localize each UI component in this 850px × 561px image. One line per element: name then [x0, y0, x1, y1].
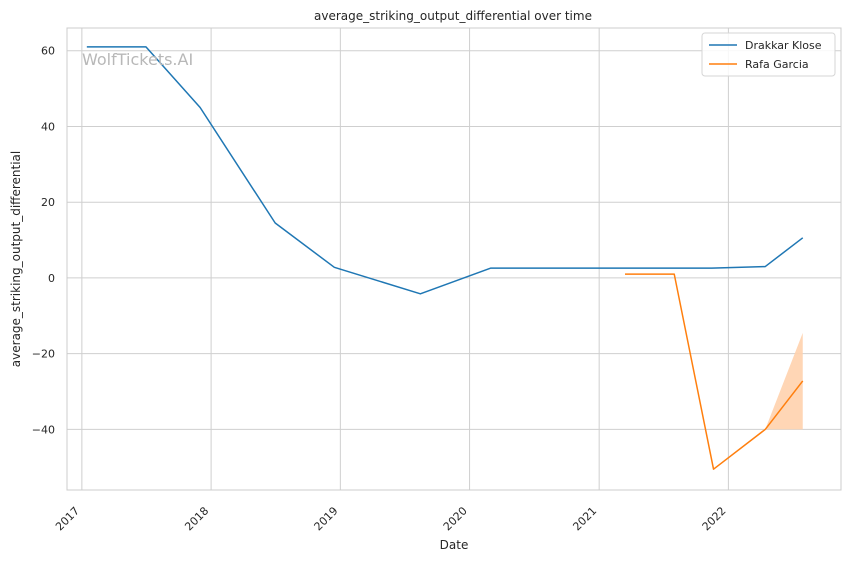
watermark-text: WolfTickets.AI	[82, 50, 193, 69]
y-tick-label: 40	[41, 120, 55, 133]
chart-title: average_striking_output_differential ove…	[314, 9, 592, 23]
series-lines	[86, 46, 804, 470]
legend-label-drakkar-klose: Drakkar Klose	[745, 39, 822, 52]
y-tick-labels: −40 −20 0 20 40 60	[32, 45, 55, 437]
y-tick-label: −20	[32, 348, 55, 361]
y-tick-label: −40	[32, 423, 55, 436]
confidence-band-rafa-garcia	[765, 332, 803, 430]
legend-label-rafa-garcia: Rafa Garcia	[745, 58, 809, 71]
y-axis-title: average_striking_output_differential	[9, 151, 23, 367]
series-line-rafa-garcia	[625, 273, 804, 470]
y-tick-label: 0	[48, 272, 55, 285]
y-tick-label: 20	[41, 196, 55, 209]
y-tick-label: 60	[41, 45, 55, 58]
legend-box	[701, 32, 836, 77]
series-line-drakkar-klose	[86, 46, 804, 295]
plot-frame	[66, 27, 842, 491]
x-axis-title: Date	[440, 538, 469, 552]
legend: Drakkar Klose Rafa Garcia	[701, 32, 836, 77]
grid-lines	[67, 28, 841, 490]
confidence-bands	[765, 332, 803, 430]
